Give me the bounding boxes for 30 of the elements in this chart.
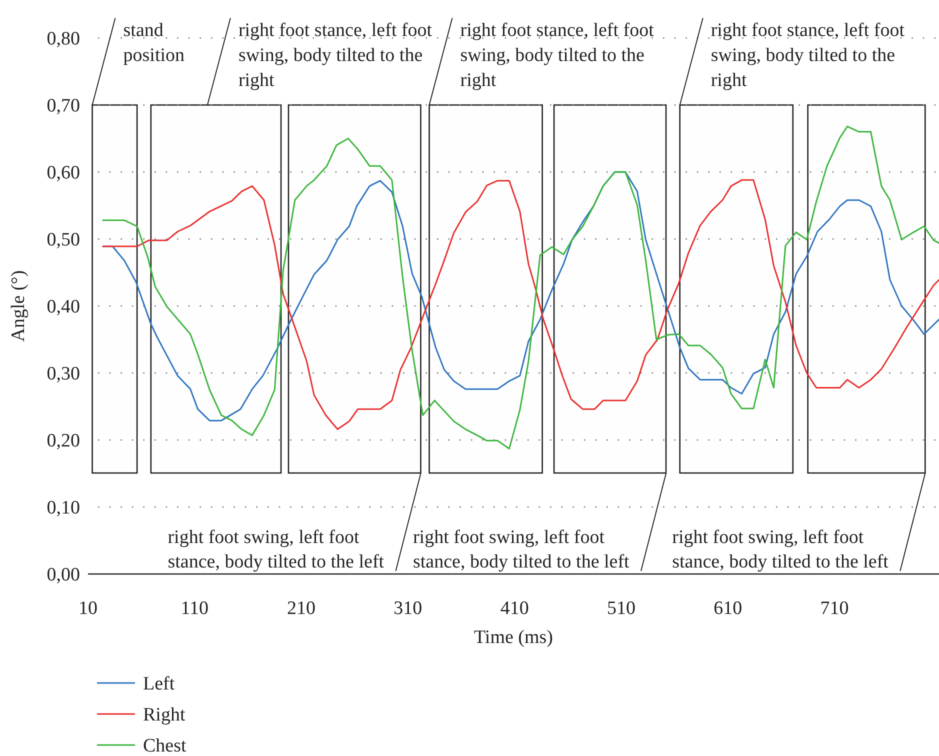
annotation: stand position: [123, 20, 185, 66]
y-tick-label: 0,30: [46, 364, 80, 385]
y-tick-label: 0,10: [46, 498, 80, 519]
y-tick-label: 0,50: [46, 230, 80, 251]
x-tick-label: 10: [78, 598, 98, 619]
y-tick-label: 0,40: [46, 296, 80, 318]
annotation: right foot swing, left foot stance, body tilted to the left: [168, 527, 385, 572]
x-tick-label: 110: [180, 598, 209, 619]
x-tick-label: 210: [287, 598, 316, 619]
y-tick-label: 0,70: [46, 96, 80, 117]
y-tick-label: 0,00: [46, 564, 80, 586]
y-tick-label: 0,60: [46, 162, 80, 184]
y-tick-label: 0,80: [46, 28, 80, 50]
x-tick-label: 710: [820, 598, 849, 619]
annotation: right foot stance, left foot swing, body tilted to the right: [238, 20, 433, 91]
x-tick-label: 310: [394, 598, 422, 619]
x-axis-title: Time (ms): [474, 627, 554, 648]
x-tick-label: 410: [500, 598, 529, 619]
y-axis-title: Angle (°): [8, 270, 29, 342]
annotation: right foot stance, left foot swing, body tilted to the right: [460, 20, 655, 91]
annotation: right foot stance, left foot swing, body tilted to the right: [710, 20, 906, 91]
legend-label: Chest: [143, 736, 187, 756]
x-tick-label: 510: [606, 598, 636, 619]
annotation: right foot swing, left foot stance, body tilted to the left: [672, 527, 890, 572]
annotation: right foot swing, left foot stance, body tilted to the left: [412, 527, 630, 572]
x-tick-label: 610: [714, 598, 742, 619]
legend-label: Left: [143, 674, 176, 695]
legend-label: Right: [143, 704, 186, 726]
y-tick-label: 0,20: [46, 430, 80, 452]
line-series: [102, 126, 939, 450]
